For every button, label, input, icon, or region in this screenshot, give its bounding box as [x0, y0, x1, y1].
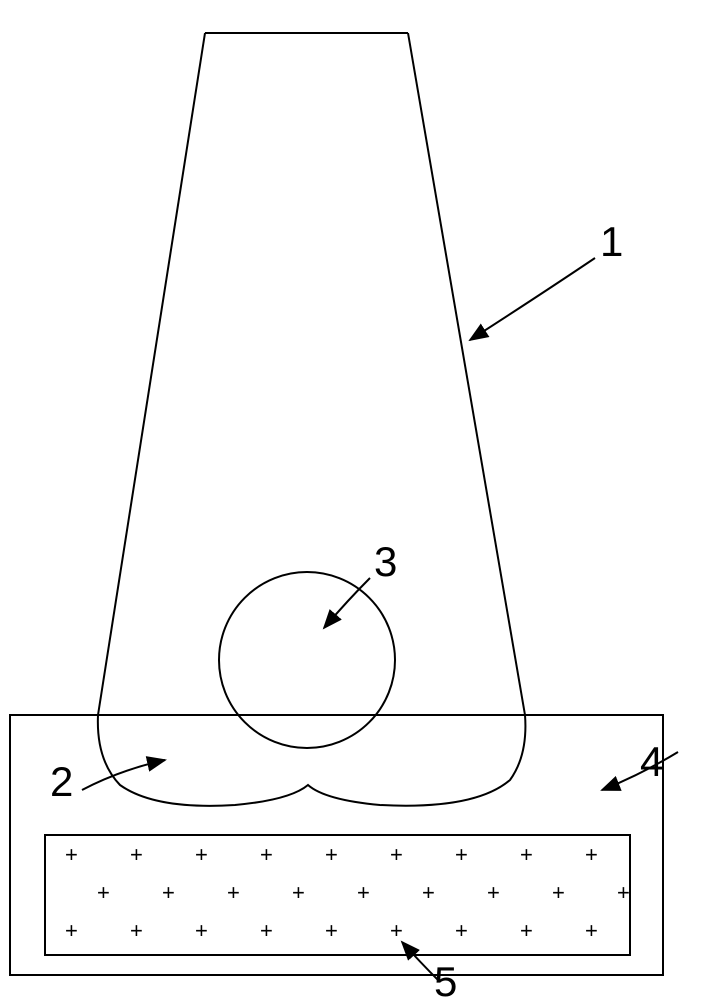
leader-2	[82, 760, 165, 790]
svg-text:+: +	[292, 880, 305, 905]
cone-outline	[98, 33, 205, 715]
plus-pattern: + + + + + + + + + + + + + + + + + + + + + + + + + + +	[65, 842, 630, 943]
label-2: 2	[50, 758, 73, 806]
svg-text:+: +	[130, 842, 143, 867]
svg-text:+: +	[455, 842, 468, 867]
label-1: 1	[600, 218, 623, 266]
svg-text:+: +	[195, 918, 208, 943]
svg-text:+: +	[195, 842, 208, 867]
svg-text:+: +	[260, 842, 273, 867]
svg-text:+: +	[487, 880, 500, 905]
leader-3	[324, 578, 370, 628]
svg-text:+: +	[130, 918, 143, 943]
label-5: 5	[434, 958, 457, 1006]
label-3: 3	[374, 538, 397, 586]
label-4: 4	[640, 738, 663, 786]
svg-text:+: +	[520, 918, 533, 943]
svg-text:+: +	[617, 880, 630, 905]
svg-text:+: +	[97, 880, 110, 905]
center-circle	[219, 572, 395, 748]
svg-text:+: +	[390, 918, 403, 943]
svg-text:+: +	[325, 918, 338, 943]
svg-text:+: +	[227, 880, 240, 905]
svg-text:+: +	[585, 842, 598, 867]
svg-text:+: +	[65, 842, 78, 867]
svg-text:+: +	[357, 880, 370, 905]
cone-outline-right	[408, 33, 525, 715]
svg-text:+: +	[390, 842, 403, 867]
svg-text:+: +	[65, 918, 78, 943]
svg-text:+: +	[260, 918, 273, 943]
svg-text:+: +	[520, 842, 533, 867]
svg-text:+: +	[585, 918, 598, 943]
svg-text:+: +	[422, 880, 435, 905]
svg-text:+: +	[552, 880, 565, 905]
svg-text:+: +	[162, 880, 175, 905]
leader-1	[470, 258, 595, 340]
cone-shape	[98, 33, 525, 803]
svg-text:+: +	[325, 842, 338, 867]
svg-text:+: +	[455, 918, 468, 943]
